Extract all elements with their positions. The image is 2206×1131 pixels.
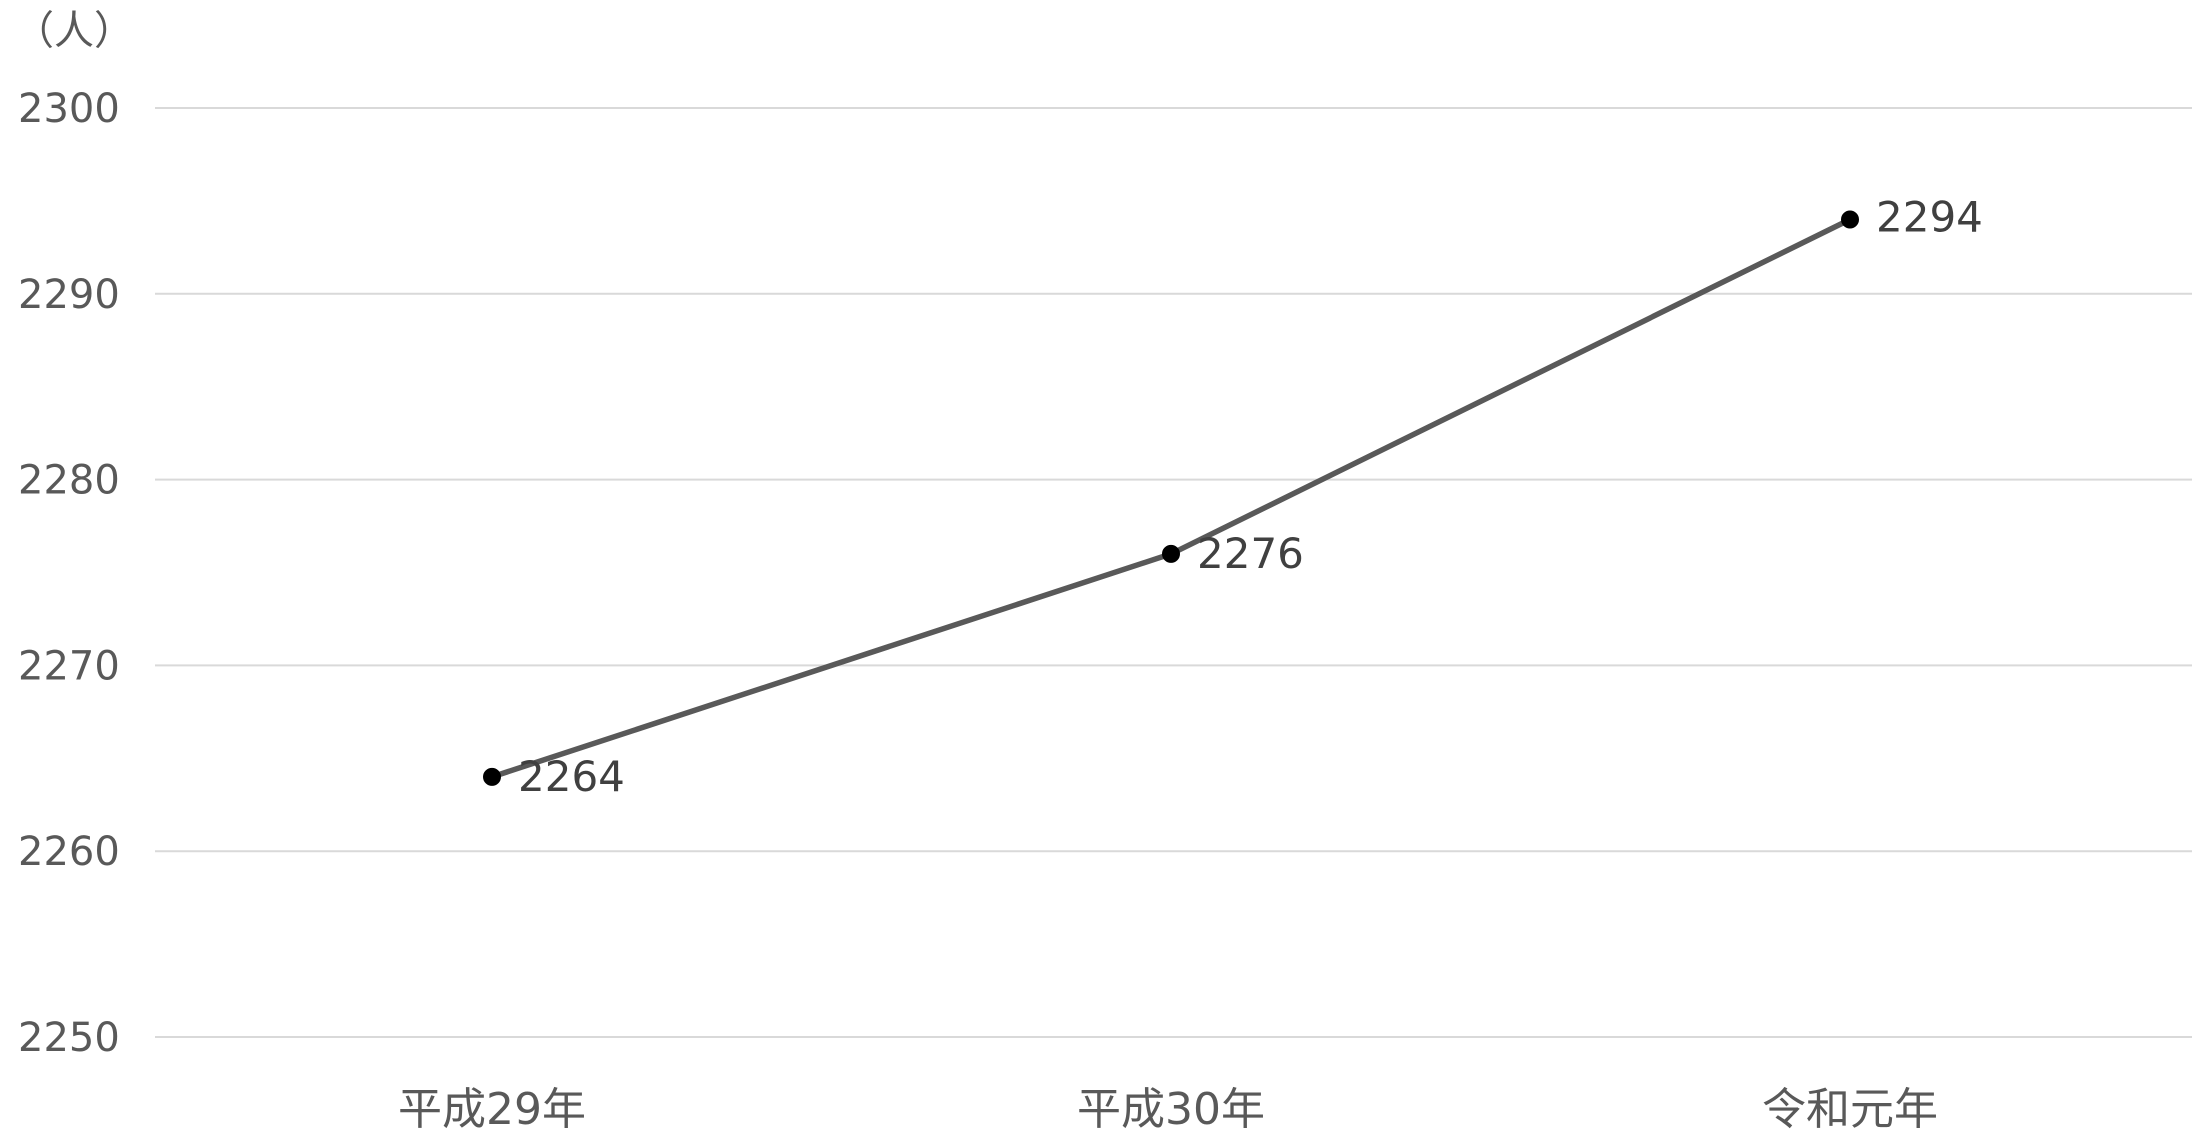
x-tick-label-3: 令和元年 — [1762, 1084, 1938, 1131]
y-tick-label-2270: 2270 — [18, 643, 120, 689]
data-labels: 2264 2276 2294 — [518, 192, 1983, 800]
y-tick-label-2290: 2290 — [18, 272, 120, 318]
data-point-3 — [1841, 210, 1859, 229]
y-tick-label-2260: 2260 — [18, 829, 120, 875]
data-point-1 — [483, 767, 501, 786]
y-tick-label-2250: 2250 — [18, 1015, 120, 1061]
data-point-2 — [1162, 544, 1180, 563]
y-axis-unit-label: （人） — [14, 8, 134, 54]
data-label-3: 2294 — [1876, 192, 1983, 241]
x-tick-label-1: 平成29年 — [398, 1084, 586, 1131]
y-tick-label-2280: 2280 — [18, 458, 120, 504]
y-axis-tick-labels: 2300 2290 2280 2270 2260 2250 — [18, 86, 120, 1061]
data-label-2: 2276 — [1197, 529, 1304, 578]
series-layer — [483, 210, 1859, 786]
x-tick-label-2: 平成30年 — [1077, 1084, 1265, 1131]
gridlines — [155, 107, 2192, 1038]
y-tick-label-2300: 2300 — [18, 86, 120, 132]
data-label-1: 2264 — [518, 752, 625, 801]
series-line-1 — [489, 216, 1853, 780]
x-axis-tick-labels: 平成29年 平成30年 令和元年 — [398, 1084, 1938, 1131]
